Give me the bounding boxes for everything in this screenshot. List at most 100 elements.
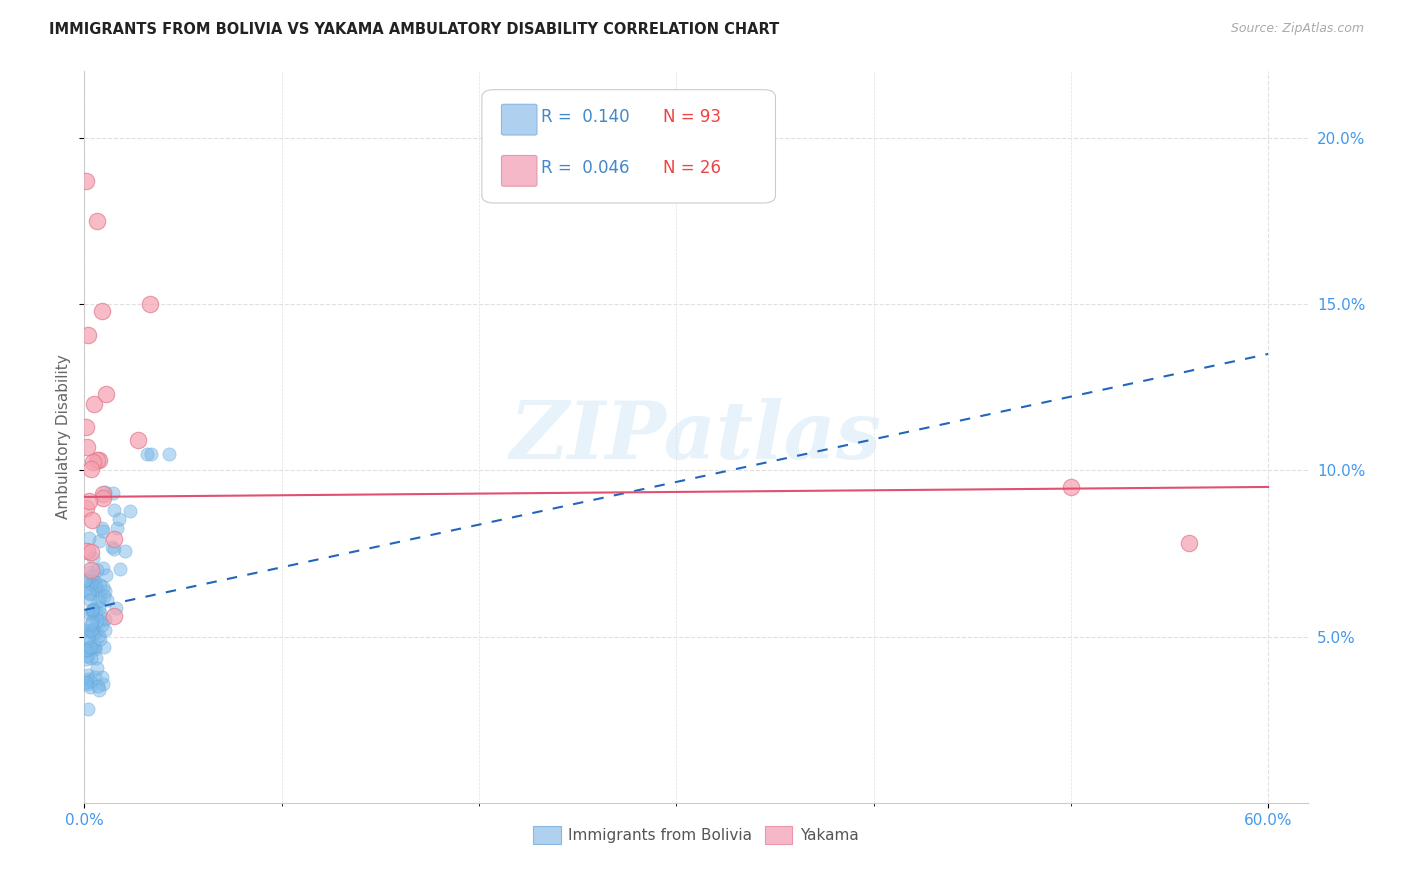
Point (80, 461, 103, 475)
Point (75, 675, 97, 690)
Point (76, 544, 98, 558)
Point (75, 501, 97, 516)
Point (87, 453, 110, 467)
Point (89, 614, 111, 628)
Point (86, 651, 108, 665)
Point (79, 566, 101, 580)
Text: Source: ZipAtlas.com: Source: ZipAtlas.com (1230, 22, 1364, 36)
Point (82, 601, 104, 615)
Point (91, 521, 114, 535)
Point (103, 533, 125, 547)
Point (82, 569, 104, 583)
Point (91, 580, 114, 594)
Point (79, 681, 101, 695)
Point (82, 574, 104, 589)
Point (91, 618, 114, 632)
Point (86, 453, 108, 467)
Text: N = 93: N = 93 (664, 108, 721, 126)
Point (80, 624, 103, 638)
Point (118, 504, 141, 518)
Point (1178, 536, 1201, 550)
Point (91, 491, 114, 505)
Text: IMMIGRANTS FROM BOLIVIA VS YAKAMA AMBULATORY DISABILITY CORRELATION CHART: IMMIGRANTS FROM BOLIVIA VS YAKAMA AMBULA… (49, 22, 779, 37)
Point (96, 387, 118, 401)
Point (91, 677, 114, 691)
Point (86, 214, 108, 228)
Point (79, 587, 101, 601)
Point (84, 579, 107, 593)
Point (103, 608, 125, 623)
Point (96, 593, 118, 607)
Point (1060, 480, 1083, 494)
Point (83, 397, 105, 411)
Point (89, 632, 111, 647)
Point (82, 603, 104, 617)
Point (83, 642, 105, 657)
Point (94, 611, 117, 625)
Point (91, 560, 114, 574)
Point (86, 583, 108, 598)
Point (90, 670, 112, 684)
Point (77, 585, 100, 599)
Point (82, 622, 104, 636)
Point (82, 626, 104, 640)
Point (82, 640, 104, 655)
Point (75, 174, 97, 188)
Point (76, 630, 98, 644)
Point (75, 624, 97, 638)
Point (89, 578, 111, 592)
Point (82, 603, 104, 617)
Point (87, 594, 110, 608)
Point (75, 634, 97, 648)
Point (80, 640, 103, 654)
Y-axis label: Ambulatory Disability: Ambulatory Disability (56, 355, 72, 519)
FancyBboxPatch shape (502, 104, 537, 135)
Point (82, 454, 104, 468)
Point (79, 563, 101, 577)
Point (87, 628, 110, 642)
Point (103, 485, 125, 500)
Point (107, 512, 129, 526)
Point (83, 575, 105, 590)
Point (86, 613, 108, 627)
Point (87, 683, 110, 698)
Point (75, 652, 97, 666)
Point (93, 583, 115, 598)
Point (76, 440, 98, 454)
FancyBboxPatch shape (502, 155, 537, 186)
Point (94, 567, 117, 582)
Point (89, 591, 111, 605)
Point (105, 521, 128, 535)
Point (91, 487, 114, 501)
Point (76, 702, 98, 716)
Point (93, 484, 115, 499)
Point (103, 541, 125, 556)
Point (157, 447, 180, 461)
Point (86, 563, 108, 577)
Point (82, 615, 104, 629)
Point (80, 650, 103, 665)
Point (91, 524, 114, 538)
Point (75, 574, 97, 588)
Point (75, 420, 97, 434)
Point (84, 639, 107, 653)
Point (93, 590, 115, 604)
Point (77, 668, 100, 682)
Point (90, 303, 112, 318)
Point (87, 679, 110, 693)
Text: ZIPatlas: ZIPatlas (510, 399, 882, 475)
Point (76, 328, 98, 343)
Point (93, 623, 115, 637)
Point (77, 673, 100, 687)
Point (82, 513, 104, 527)
Legend: Immigrants from Bolivia, Yakama: Immigrants from Bolivia, Yakama (527, 820, 865, 850)
Point (79, 624, 101, 639)
Point (73, 574, 96, 588)
Point (84, 670, 107, 684)
Text: N = 26: N = 26 (664, 159, 721, 177)
Point (75, 582, 97, 597)
Point (86, 661, 108, 675)
Point (76, 642, 98, 657)
Point (114, 544, 136, 558)
FancyBboxPatch shape (482, 90, 776, 203)
